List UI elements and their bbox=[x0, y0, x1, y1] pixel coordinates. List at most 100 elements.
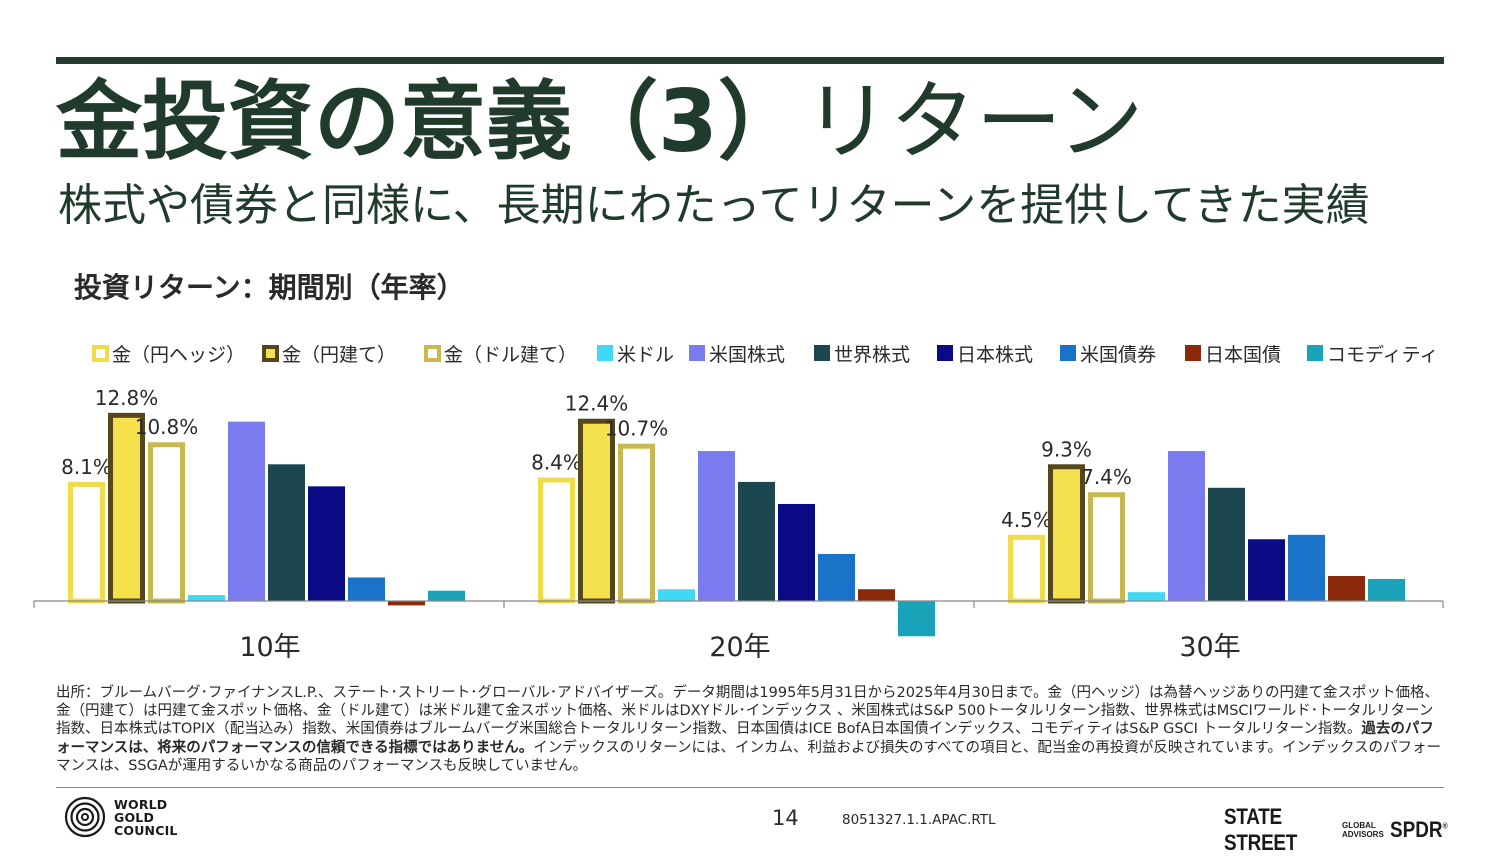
legend-label: 米国株式 bbox=[709, 344, 785, 366]
bar bbox=[1288, 534, 1325, 601]
legend-label: 米ドル bbox=[617, 344, 674, 366]
bar bbox=[1048, 464, 1085, 604]
bar bbox=[428, 590, 465, 601]
data-label: 7.4% bbox=[1081, 465, 1132, 489]
state-street-name: STATE STREET bbox=[1224, 804, 1298, 855]
world-gold-council-logo: WORLD GOLD COUNCIL bbox=[64, 796, 178, 838]
bar bbox=[108, 412, 145, 604]
wgc-line-2: GOLD bbox=[114, 809, 155, 825]
legend-swatch bbox=[424, 345, 441, 362]
source-text-2: インデックスのリターンには、インカム、利益および損失のすべての項目と、配当金の再… bbox=[56, 739, 1442, 774]
spdr-name: SPDR® bbox=[1390, 817, 1448, 843]
page-title-main: 金投資の意義（3） bbox=[56, 72, 804, 172]
legend-swatch bbox=[92, 345, 109, 362]
data-label: 9.3% bbox=[1041, 437, 1092, 461]
state-street-spdr-logo: STATE STREET GLOBAL ADVISORS SPDR® bbox=[1224, 804, 1457, 856]
bar bbox=[308, 486, 345, 601]
bar bbox=[538, 477, 575, 604]
page-number: 14 bbox=[772, 806, 799, 830]
legend-item: 金（ドル建て） bbox=[424, 344, 577, 366]
top-rule bbox=[56, 57, 1444, 64]
legend-item: 金（円建て） bbox=[262, 344, 396, 366]
legend-item: 米国債券 bbox=[1060, 344, 1156, 366]
legend-swatch bbox=[597, 345, 613, 361]
chart-bars: 8.1% 12.8% 10.8% 8.4% 12.4%10.7% 4.5% 9.3% 7.4% bbox=[61, 386, 1405, 637]
bar bbox=[698, 451, 735, 601]
document-code: 8051327.1.1.APAC.RTL bbox=[842, 812, 996, 828]
page-title: 金投資の意義（3）リターン bbox=[56, 72, 1144, 172]
legend-label: 日本国債 bbox=[1205, 344, 1281, 366]
data-label: 8.4% bbox=[531, 451, 582, 475]
source-note: 出所：ブルームバーグ･ファイナンスL.P.、ステート･ストリート･グローバル･ア… bbox=[56, 684, 1446, 775]
spdr-registered-mark: ® bbox=[1442, 821, 1448, 831]
bottom-rule bbox=[56, 787, 1444, 788]
bar bbox=[1168, 451, 1205, 601]
bar bbox=[1368, 578, 1405, 601]
disclaimer-text: 過去のパフォーマンスは、将来のパフォーマンスの信頼できる指標ではありません。 bbox=[56, 721, 1434, 756]
ss-global: GLOBAL bbox=[1342, 821, 1376, 830]
legend-item: 米ドル bbox=[597, 344, 674, 366]
bar bbox=[268, 464, 305, 601]
legend-swatch bbox=[689, 345, 705, 361]
chart-x-axis: 10年 20年 30年 bbox=[33, 600, 1444, 663]
legend-label: 金（ドル建て） bbox=[444, 344, 577, 366]
bar bbox=[1208, 487, 1245, 601]
bar bbox=[858, 589, 895, 601]
legend-item: 金（円ヘッジ） bbox=[92, 344, 245, 366]
page-subtitle: 株式や債券と同様に、長期にわたってリターンを提供してきた実績 bbox=[58, 180, 1370, 231]
wgc-line-1: WORLD bbox=[114, 796, 168, 812]
legend-item: 日本国債 bbox=[1185, 344, 1281, 366]
data-label: 10.8% bbox=[135, 415, 199, 439]
bar bbox=[228, 421, 265, 601]
source-text: 出所：ブルームバーグ･ファイナンスL.P.、ステート･ストリート･グローバル･ア… bbox=[56, 685, 1439, 738]
legend-swatch bbox=[1185, 345, 1201, 361]
spdr-text: SPDR bbox=[1389, 817, 1443, 842]
legend-swatch bbox=[262, 345, 279, 362]
bar bbox=[68, 481, 105, 604]
bar bbox=[388, 601, 425, 606]
legend-swatch bbox=[937, 345, 953, 361]
bar bbox=[778, 503, 815, 601]
data-label: 12.8% bbox=[95, 386, 159, 410]
bar bbox=[578, 418, 615, 604]
bar bbox=[188, 595, 225, 601]
legend-label: 日本株式 bbox=[957, 344, 1033, 366]
bar bbox=[658, 589, 695, 601]
bar bbox=[618, 443, 655, 604]
legend-item: 米国株式 bbox=[689, 344, 785, 366]
legend-item: 世界株式 bbox=[814, 344, 910, 366]
data-label: 8.1% bbox=[61, 455, 112, 479]
wgc-line-3: COUNCIL bbox=[114, 822, 178, 838]
legend-label: 金（円ヘッジ） bbox=[112, 344, 245, 366]
legend-swatch bbox=[1060, 345, 1076, 361]
legend-item: 日本株式 bbox=[937, 344, 1033, 366]
x-tick-label: 20年 bbox=[709, 632, 770, 663]
legend-label: 米国債券 bbox=[1080, 344, 1156, 366]
bar bbox=[348, 577, 385, 601]
legend-label: 金（円建て） bbox=[282, 344, 396, 366]
bar bbox=[1328, 576, 1365, 601]
legend-swatch bbox=[1307, 345, 1323, 361]
legend-swatch bbox=[814, 345, 830, 361]
legend-item: コモディティ bbox=[1307, 344, 1439, 366]
wgc-circles-icon bbox=[64, 796, 106, 838]
data-label: 4.5% bbox=[1001, 508, 1052, 532]
bar bbox=[1088, 492, 1125, 604]
returns-bar-chart: 金（円ヘッジ） 金（円建て） 金（ドル建て） 米ドル 米国株式 世界株式 日本株式 米国債券 日… bbox=[33, 344, 1444, 663]
legend-label: 世界株式 bbox=[834, 344, 910, 366]
bar bbox=[738, 481, 775, 601]
x-tick-label: 10年 bbox=[239, 632, 300, 663]
bar bbox=[1248, 539, 1285, 601]
data-label: 12.4% bbox=[565, 392, 629, 416]
bar bbox=[148, 442, 185, 604]
chart-section-title: 投資リターン：期間別（年率） bbox=[74, 271, 465, 304]
x-tick-label: 30年 bbox=[1179, 632, 1240, 663]
bar bbox=[1128, 592, 1165, 601]
chart-legend: 金（円ヘッジ） 金（円建て） 金（ドル建て） 米ドル 米国株式 世界株式 日本株式 米国債券 日… bbox=[92, 344, 1439, 366]
data-label: 10.7% bbox=[605, 417, 669, 441]
bar bbox=[898, 601, 935, 637]
bar bbox=[1008, 534, 1045, 604]
page-title-rest: リターン bbox=[803, 72, 1144, 172]
bar bbox=[818, 553, 855, 601]
legend-label: コモディティ bbox=[1327, 344, 1439, 366]
